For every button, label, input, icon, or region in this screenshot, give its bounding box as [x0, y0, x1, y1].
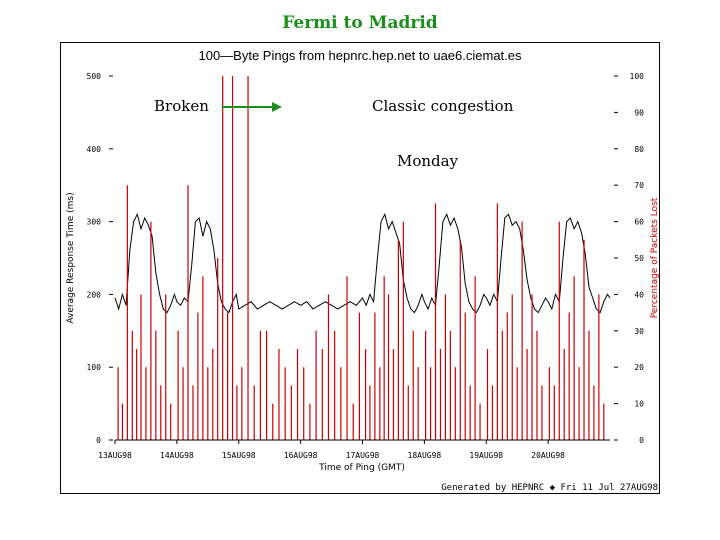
response-time-line — [114, 212, 611, 314]
y-tick-label: 400 — [87, 145, 102, 154]
annotation-monday: Monday — [397, 152, 459, 170]
x-axis-label: Time of Ping (GMT) — [318, 463, 405, 473]
y-tick-label: 200 — [87, 290, 102, 299]
x-tick-label: 13AUG98 — [98, 451, 132, 460]
y-tick-label: 0 — [96, 436, 101, 445]
chart-footer: Generated by HEPNRC ◆ Fri 11 Jul 27AUG98 — [441, 483, 658, 493]
y2-tick-label: 100 — [630, 72, 645, 81]
y2-tick-label: 90 — [634, 108, 644, 117]
x-tick-label: 16AUG98 — [284, 451, 318, 460]
y2-tick-label: 80 — [634, 145, 644, 154]
y2-tick-label: 60 — [634, 218, 644, 227]
y2-axis-label: Percentage of Packets Lost — [650, 197, 660, 318]
y2-tick-label: 20 — [634, 363, 644, 372]
y2-tick-label: 10 — [634, 400, 644, 409]
slide-title: Fermi to Madrid — [282, 13, 438, 33]
x-tick-label: 15AUG98 — [222, 451, 256, 460]
y-tick-label: 500 — [87, 72, 102, 81]
annotation-broken: Broken — [154, 97, 209, 115]
x-tick-label: 17AUG98 — [346, 451, 380, 460]
y-tick-label: 300 — [87, 218, 102, 227]
chart-title: 100—Byte Pings from hepnrc.hep.net to ua… — [198, 48, 522, 63]
x-tick-label: 18AUG98 — [408, 451, 442, 460]
y2-tick-label: 50 — [634, 254, 644, 263]
x-tick-label: 19AUG98 — [469, 451, 503, 460]
x-tick-label: 14AUG98 — [160, 451, 194, 460]
y2-tick-label: 70 — [634, 181, 644, 190]
y-tick-label: 100 — [87, 363, 102, 372]
y2-tick-label: 30 — [634, 327, 644, 336]
annotation-arrow-head — [272, 102, 282, 112]
y2-tick-label: 40 — [634, 290, 644, 299]
y-axis-label: Average Response Time (ms) — [66, 192, 76, 323]
annotation-classic-congestion: Classic congestion — [372, 97, 514, 115]
y2-tick-label: 0 — [639, 436, 644, 445]
x-tick-label: 20AUG98 — [531, 451, 565, 460]
